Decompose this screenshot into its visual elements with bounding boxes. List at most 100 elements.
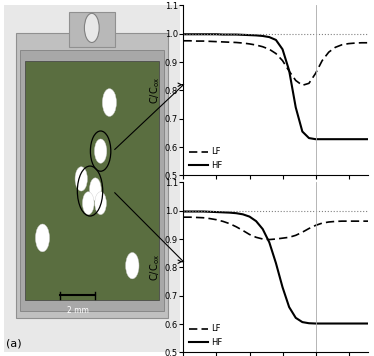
LF — [294, 78, 298, 83]
LF — [234, 40, 239, 44]
LF — [320, 221, 324, 225]
LF — [366, 41, 371, 45]
HF — [366, 321, 371, 326]
HF — [307, 321, 311, 325]
LF — [333, 219, 338, 224]
LF — [221, 219, 226, 224]
HF — [346, 321, 351, 326]
HF — [234, 211, 239, 215]
HF — [240, 33, 245, 37]
HF — [201, 32, 206, 36]
LF — [287, 69, 291, 73]
HF — [260, 227, 265, 231]
HF — [366, 137, 371, 141]
LF — [227, 221, 232, 226]
LF — [333, 45, 338, 49]
HF — [194, 209, 199, 214]
HF — [353, 137, 358, 141]
LF — [353, 219, 358, 223]
LF — [359, 219, 364, 223]
LF — [201, 216, 206, 220]
LF — [181, 39, 186, 43]
Y-axis label: C/C$_{\mathregular{ox}}$: C/C$_{\mathregular{ox}}$ — [148, 254, 162, 281]
LF — [346, 219, 351, 223]
LF — [359, 41, 364, 45]
HF — [208, 210, 212, 214]
LF — [214, 218, 219, 222]
HF — [254, 33, 258, 37]
HF — [188, 209, 192, 214]
LF — [240, 41, 245, 45]
HF — [280, 47, 285, 51]
LF — [313, 71, 318, 75]
HF — [346, 137, 351, 141]
HF — [333, 321, 338, 326]
HF — [260, 34, 265, 38]
HF — [247, 214, 252, 219]
HF — [214, 210, 219, 214]
HF — [287, 305, 291, 309]
Text: (a): (a) — [6, 339, 21, 349]
Circle shape — [95, 192, 107, 215]
LF — [294, 233, 298, 237]
Line: LF: LF — [184, 41, 368, 85]
HF — [188, 32, 192, 36]
LF — [346, 42, 351, 46]
LF — [208, 39, 212, 43]
HF — [240, 212, 245, 216]
HF — [267, 35, 272, 39]
Bar — [25, 61, 159, 300]
LF — [313, 223, 318, 227]
LF — [208, 216, 212, 221]
LF — [260, 44, 265, 49]
LF — [247, 232, 252, 237]
HF — [327, 321, 331, 326]
HF — [181, 209, 186, 214]
LF — [188, 215, 192, 219]
LF — [214, 40, 219, 44]
HF — [340, 321, 344, 326]
LF — [307, 81, 311, 85]
Circle shape — [95, 139, 107, 163]
LF — [366, 219, 371, 223]
LF — [274, 51, 278, 56]
LF — [287, 235, 291, 240]
HF — [327, 137, 331, 141]
LF — [353, 41, 358, 45]
LF — [234, 225, 239, 229]
LF — [307, 226, 311, 231]
HF — [307, 136, 311, 140]
LF — [227, 40, 232, 44]
LF — [340, 43, 344, 47]
Line: HF: HF — [184, 211, 368, 324]
HF — [214, 32, 219, 36]
HF — [267, 240, 272, 245]
LF — [240, 228, 245, 232]
LF — [280, 236, 285, 240]
LF — [221, 40, 226, 44]
LF — [267, 237, 272, 242]
Circle shape — [85, 13, 99, 42]
HF — [294, 105, 298, 110]
LF — [260, 237, 265, 241]
HF — [274, 38, 278, 42]
HF — [181, 32, 186, 36]
LF — [300, 230, 304, 234]
Circle shape — [36, 224, 49, 252]
LF — [194, 215, 199, 220]
HF — [194, 32, 199, 36]
Line: LF: LF — [184, 217, 368, 240]
HF — [294, 316, 298, 320]
LF — [181, 215, 186, 219]
HF — [320, 137, 324, 141]
HF — [254, 219, 258, 223]
LF — [320, 58, 324, 63]
HF — [234, 32, 239, 37]
HF — [359, 321, 364, 326]
Text: (b): (b) — [187, 186, 203, 196]
HF — [300, 320, 304, 324]
HF — [221, 32, 226, 37]
Text: 2 mm: 2 mm — [67, 305, 89, 315]
HF — [353, 321, 358, 326]
Legend: LF, HF: LF, HF — [188, 146, 224, 171]
